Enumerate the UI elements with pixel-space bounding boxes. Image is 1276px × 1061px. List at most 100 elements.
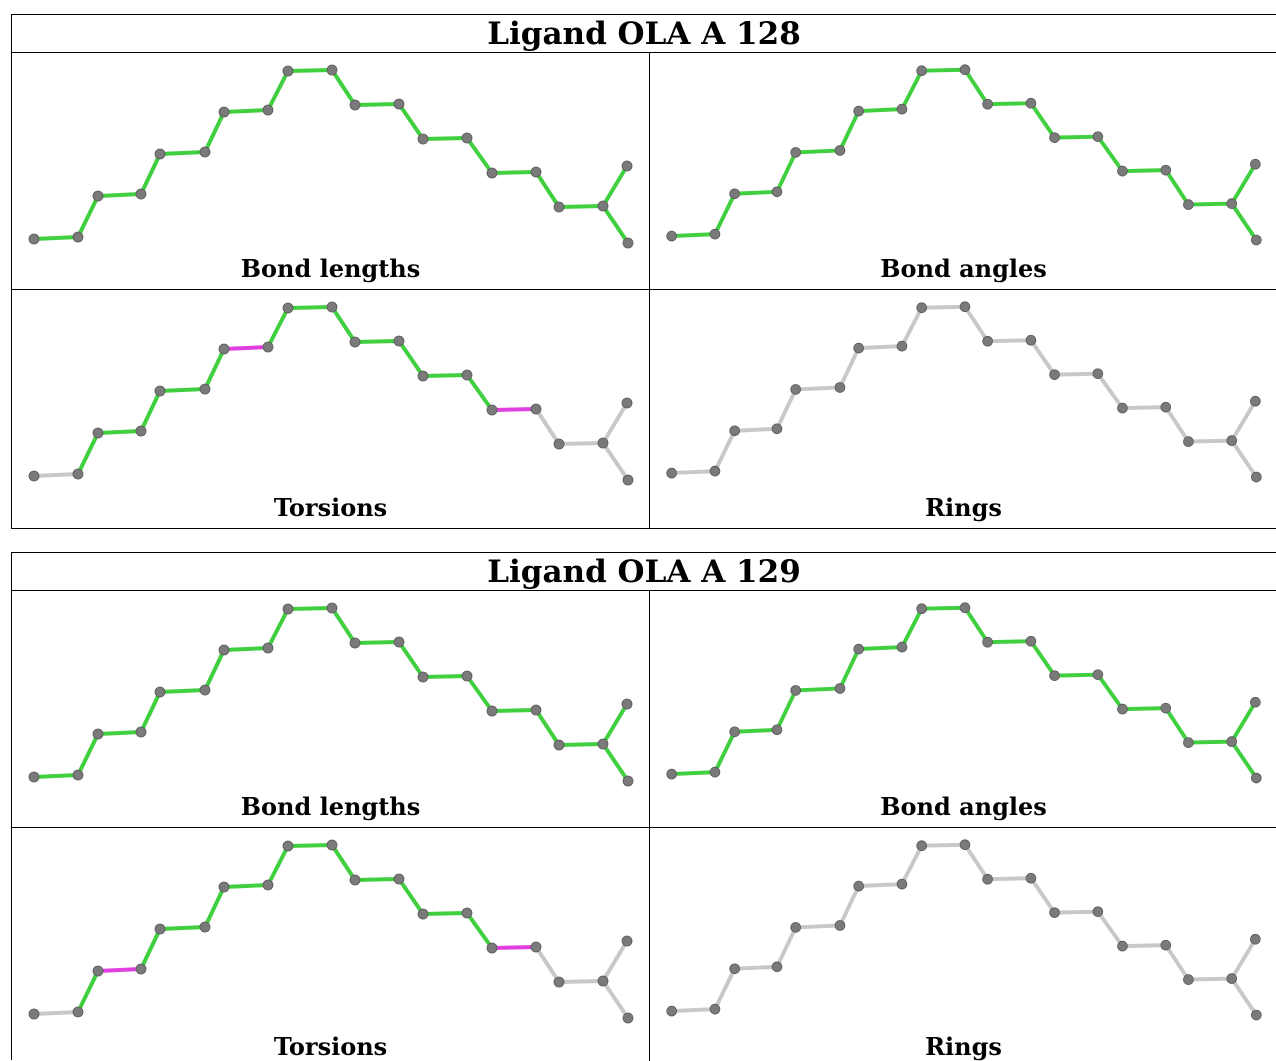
atom <box>218 343 230 355</box>
atom <box>154 148 166 160</box>
atom <box>349 336 361 348</box>
atom <box>417 908 429 920</box>
atom <box>154 385 166 397</box>
bond <box>222 646 270 652</box>
atom <box>1251 234 1262 246</box>
atom <box>135 425 147 437</box>
atom <box>1092 669 1104 680</box>
atom <box>218 644 230 656</box>
atom <box>1226 435 1238 446</box>
atom <box>393 636 405 648</box>
bond <box>1095 909 1125 949</box>
bond <box>1229 399 1258 443</box>
atom <box>326 602 338 614</box>
bond <box>266 607 290 650</box>
atom <box>709 766 721 778</box>
bond <box>963 605 990 645</box>
atom <box>28 470 40 482</box>
atom <box>262 341 274 353</box>
bond <box>793 923 842 930</box>
bond <box>158 688 207 694</box>
atom <box>1025 97 1037 109</box>
atom <box>218 106 230 118</box>
bond <box>1186 438 1234 444</box>
atom <box>729 726 740 738</box>
bond <box>534 945 561 984</box>
atom <box>199 146 211 158</box>
atom <box>896 340 908 352</box>
atom <box>959 64 971 76</box>
molecule-diagram <box>28 839 634 1024</box>
bond <box>1095 672 1125 712</box>
bond <box>203 648 226 692</box>
bond <box>732 727 779 734</box>
atom <box>959 301 971 313</box>
atom <box>622 775 634 787</box>
atom <box>218 881 230 893</box>
block-title: Ligand OLA A 129 <box>12 553 1276 591</box>
molecule-diagram <box>666 64 1262 246</box>
atom <box>709 228 721 240</box>
bond <box>397 102 425 141</box>
panel-label: Bond angles <box>880 792 1047 821</box>
bond <box>465 373 494 412</box>
bond <box>222 883 270 889</box>
atom <box>597 200 609 212</box>
bond <box>534 708 561 747</box>
atom <box>486 942 498 954</box>
bond <box>856 882 904 889</box>
bond <box>793 385 842 392</box>
atom <box>530 166 542 178</box>
atom <box>853 643 864 655</box>
bond <box>712 729 737 775</box>
bond <box>793 148 842 155</box>
bond <box>421 136 469 141</box>
atom <box>326 64 338 76</box>
bond <box>96 730 143 736</box>
bond <box>286 843 334 848</box>
atom <box>199 383 211 395</box>
bond <box>601 939 629 983</box>
bond <box>985 639 1033 645</box>
bond <box>1052 371 1100 377</box>
bond <box>1229 162 1258 206</box>
atom <box>1183 199 1194 210</box>
bond <box>900 843 924 887</box>
bond <box>669 770 717 777</box>
atom <box>1251 471 1262 483</box>
bond <box>1028 101 1057 140</box>
panel-torsions: Torsions <box>12 828 649 1061</box>
atom <box>729 188 740 200</box>
atom <box>92 728 104 740</box>
bond <box>856 344 904 351</box>
atom <box>1160 939 1172 951</box>
bond <box>353 339 401 344</box>
atom <box>982 873 993 885</box>
atom <box>417 671 429 683</box>
bond <box>557 742 605 747</box>
bond <box>96 192 143 198</box>
bond <box>985 101 1033 107</box>
atom <box>262 879 274 891</box>
molecule-diagram <box>666 602 1262 784</box>
atom <box>1251 772 1262 784</box>
bond <box>1229 700 1258 744</box>
bond <box>266 844 290 887</box>
atom <box>597 975 609 987</box>
atom <box>553 201 565 213</box>
bond <box>96 429 143 435</box>
bond <box>669 232 717 239</box>
bond <box>421 911 469 916</box>
ligand-block-128: Ligand OLA A 128 Bond lengths Bond angle… <box>11 14 1276 529</box>
atom <box>1160 401 1172 413</box>
atom <box>393 873 405 885</box>
bond <box>1229 201 1259 242</box>
atom <box>729 425 740 437</box>
bond <box>266 306 290 349</box>
atom <box>461 132 473 144</box>
panel-label: Bond lengths <box>240 792 421 821</box>
bond <box>601 742 630 783</box>
bond <box>1052 134 1100 140</box>
bond <box>601 441 630 482</box>
bond <box>1052 909 1100 915</box>
